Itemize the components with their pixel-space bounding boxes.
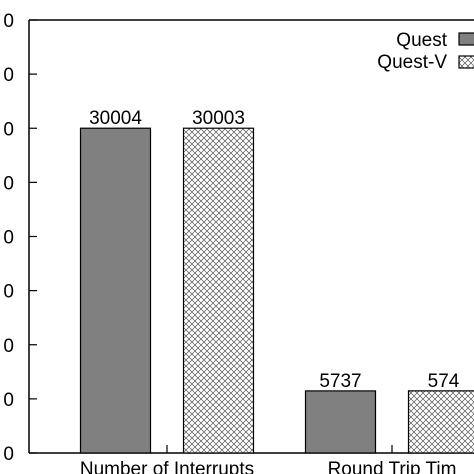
category-label: Number of Interrupts <box>80 459 254 474</box>
y-tick-label: 0 <box>3 228 14 249</box>
data-label: 5737 <box>319 371 361 392</box>
y-tick-label: 0 <box>3 173 14 194</box>
y-tick-label: 0 <box>3 11 14 32</box>
y-tick-label: 0 <box>3 390 14 411</box>
data-label: 574 <box>428 371 460 392</box>
category-label: Round Trip Tim <box>328 459 457 474</box>
bars <box>79 127 474 454</box>
legend-swatch <box>458 32 474 46</box>
y-tick-label: 0 <box>3 119 14 140</box>
y-tick-label: 0 <box>3 336 14 357</box>
data-label: 30003 <box>192 108 245 129</box>
bar-quest-v <box>182 127 255 454</box>
bar-quest <box>304 390 377 454</box>
legend-swatch <box>458 55 474 69</box>
legend-label: Quest <box>396 30 447 51</box>
data-label: 30004 <box>89 108 142 129</box>
bar-quest <box>79 127 152 454</box>
y-tick-label: 0 <box>3 282 14 303</box>
y-tick-label: 0 <box>3 444 14 465</box>
legend-label: Quest-V <box>377 52 447 73</box>
y-tick-label: 0 <box>3 65 14 86</box>
bar-quest-v <box>407 390 474 454</box>
labels: 0 0 0 0 0 0 0 0 0 Number of Interrupts 30004 30003 R… <box>3 11 459 474</box>
